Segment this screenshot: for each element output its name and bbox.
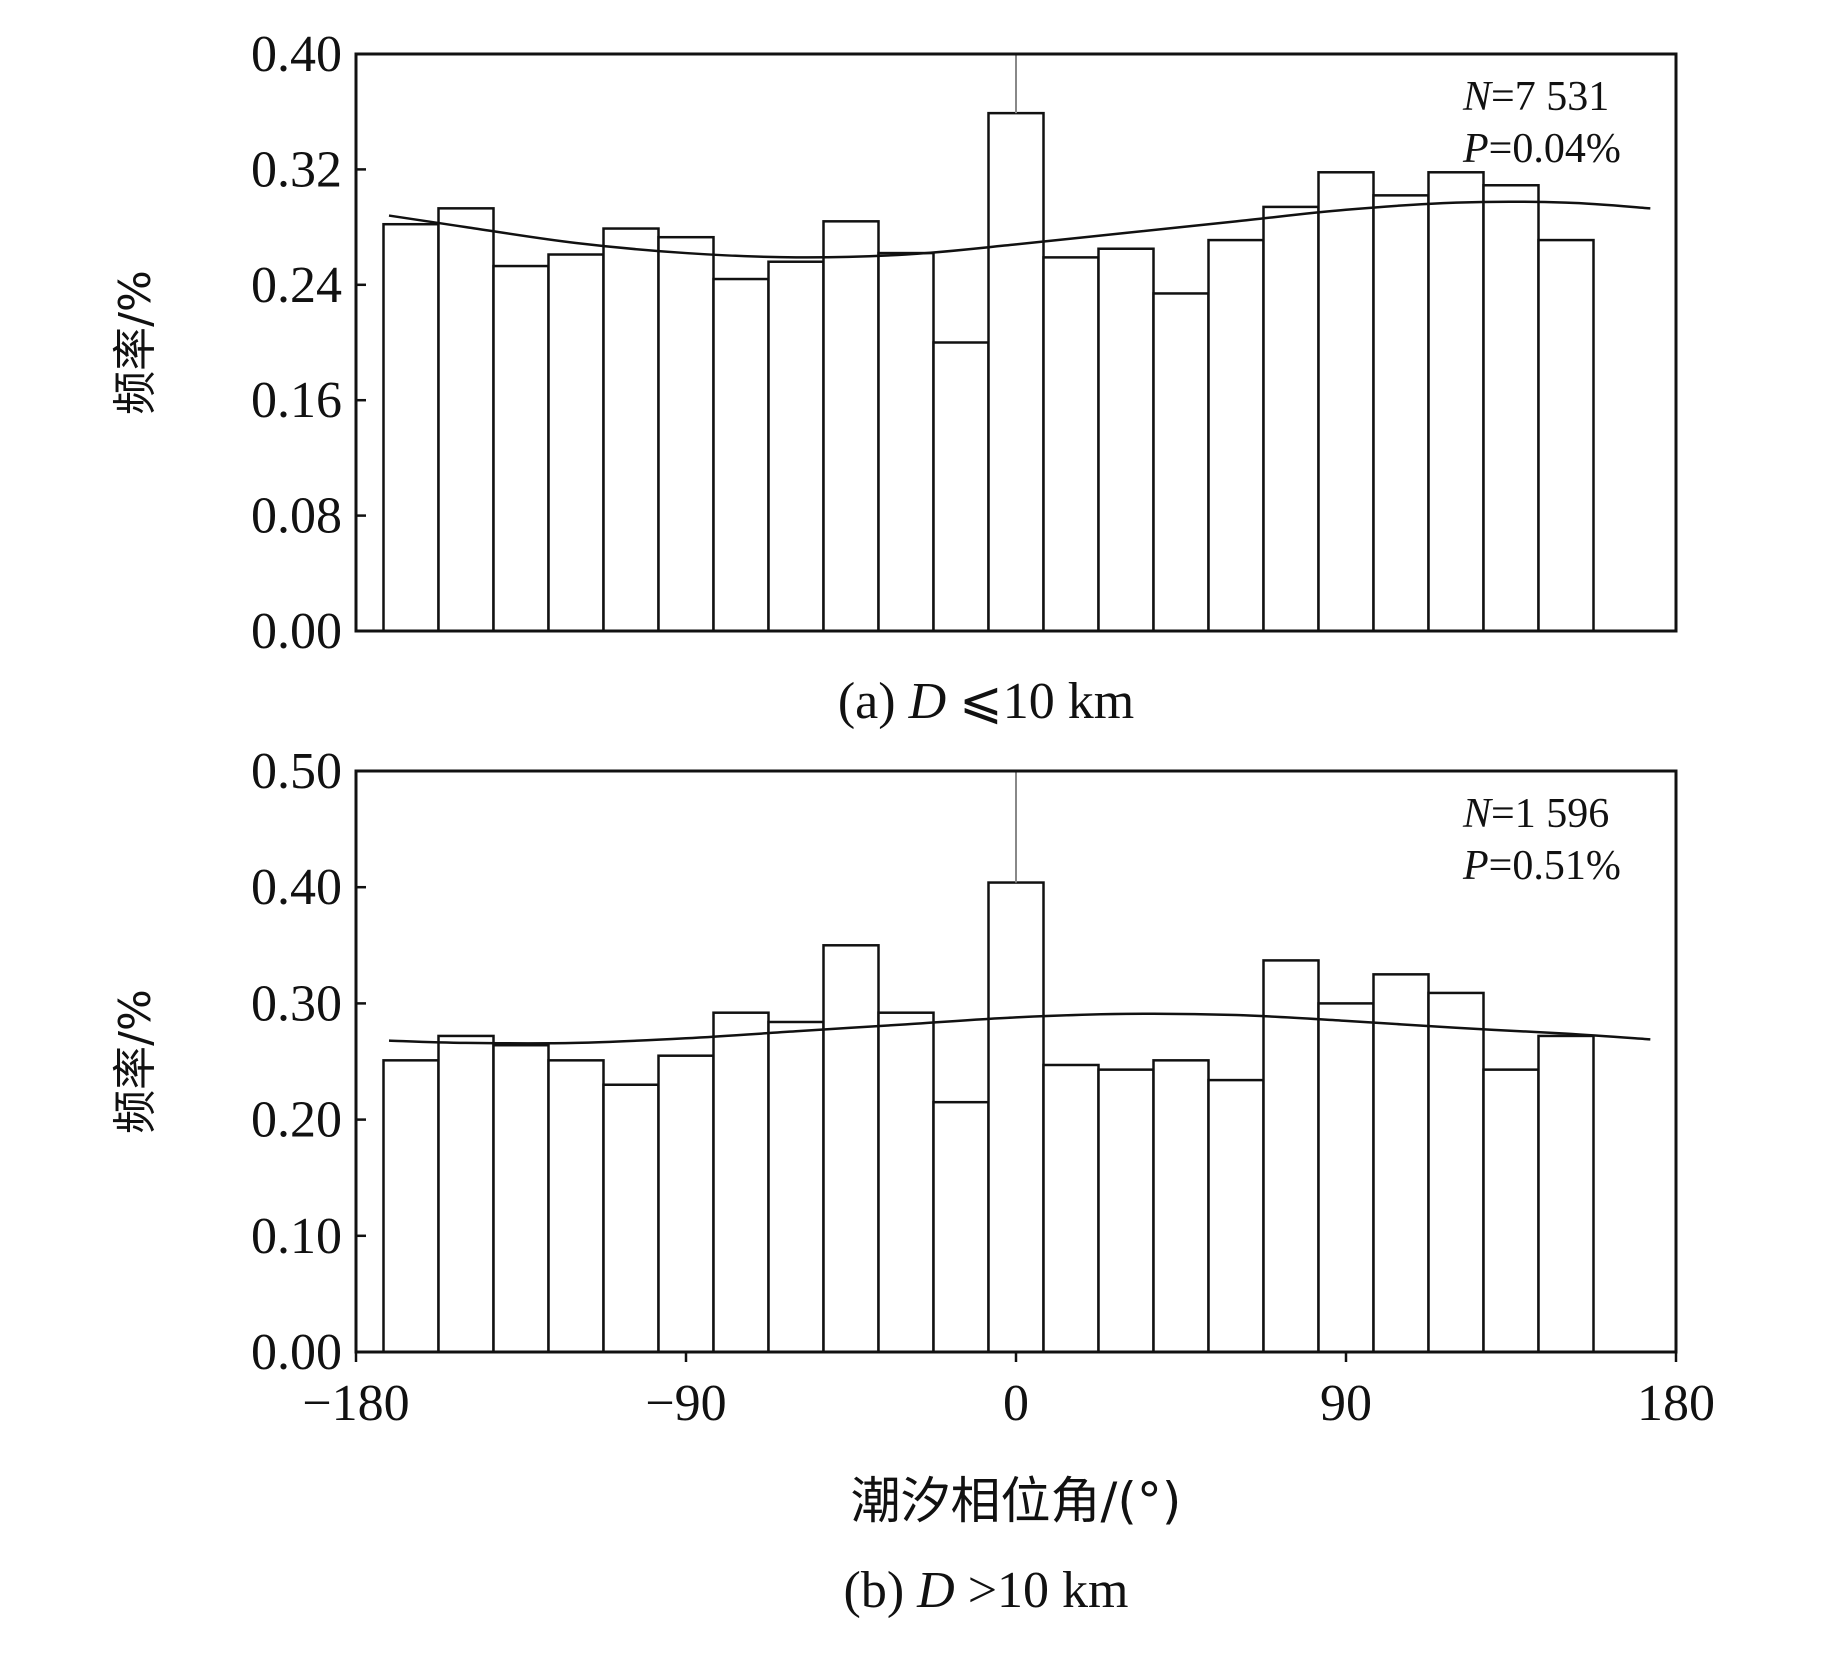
panel-b-ytick-label-3: 0.30 (251, 975, 342, 1032)
panel-a-ytick-label-0: 0.00 (251, 603, 342, 660)
panel-a-bar-16 (1262, 205, 1320, 633)
panel-b-y-ticks: 0.00 0.10 0.20 0.30 0.40 0.50 (251, 743, 366, 1381)
panel-a-bar-20 (1482, 184, 1540, 633)
panel-a-bars (382, 111, 1595, 633)
panel-b-ytick-label-0: 0.00 (251, 1324, 342, 1381)
panel-a-caption-var: D (908, 673, 947, 730)
panel-b-bar-13 (1097, 1068, 1155, 1354)
panel-b-xtick-label-0: −180 (302, 1375, 409, 1432)
panel-a-n-symbol: N (1462, 74, 1493, 120)
panel-b-bar-8 (822, 944, 880, 1354)
panel-a-caption-rest: ⩽10 km (946, 673, 1134, 730)
panel-a-ytick-label-1: 0.08 (251, 488, 342, 545)
panel-b-xtick-label-3: 90 (1320, 1375, 1372, 1432)
panel-b-bar-9 (877, 1011, 935, 1354)
panel-a-y-axis-label: 频率/% (110, 270, 161, 415)
panel-b-x-axis-label: 潮汐相位角/(°) (851, 1472, 1182, 1530)
panel-b-ytick-label-2: 0.20 (251, 1092, 342, 1149)
panel-b-p-value: =0.51% (1489, 843, 1621, 889)
panel-a-bar-21 (1537, 238, 1595, 633)
panel-b-p-symbol: P (1462, 843, 1489, 889)
panel-b-xtick-label-4: 180 (1637, 1375, 1715, 1432)
panel-b-bar-19 (1427, 991, 1485, 1354)
panel-b-bar-4 (602, 1083, 660, 1354)
panel-a-bar-18 (1372, 194, 1430, 633)
panel-a-bar-19 (1427, 171, 1485, 633)
panel-a-bar-5 (657, 235, 715, 633)
panel-b-n-symbol: N (1462, 791, 1493, 837)
panel-a-caption: (a) D ⩽10 km (838, 673, 1134, 730)
panel-a-bar-10 (932, 341, 990, 633)
panel-b-ytick-label-4: 0.40 (251, 859, 342, 916)
panel-a-bar-1 (437, 207, 495, 633)
panel-b-bar-14 (1152, 1059, 1210, 1354)
panel-a-p-value: =0.04% (1489, 126, 1621, 172)
panel-a-ytick-label-3: 0.24 (251, 257, 342, 314)
panel-b-ytick-label-1: 0.10 (251, 1208, 342, 1265)
panel-a-bar-6 (712, 277, 770, 633)
panel-b-fit-curve (388, 1012, 1651, 1045)
panel-b-bar-6 (712, 1011, 770, 1354)
panel-b-y-axis-label: 频率/% (110, 989, 161, 1134)
panel-a-bar-8 (822, 220, 880, 633)
panel-b-annotation-n: N=1 596 (1462, 791, 1609, 837)
panel-b-bar-10 (932, 1100, 990, 1354)
panel-b-caption-prefix: (b) (844, 1562, 918, 1619)
panel-a-annotation-p: P=0.04% (1462, 126, 1621, 172)
panel-a-bar-2 (492, 264, 550, 633)
panel-b-caption-rest: >10 km (955, 1562, 1129, 1619)
panel-b-bar-0 (382, 1059, 440, 1354)
panel-b-bar-18 (1372, 973, 1430, 1354)
panel-b-bar-7 (767, 1020, 825, 1354)
panel-a-annotation-n: N=7 531 (1462, 74, 1609, 120)
panel-b-annotation-p: P=0.51% (1462, 843, 1621, 889)
panel-a-bar-11 (987, 111, 1045, 633)
panel-a-bar-4 (602, 227, 660, 633)
panel-b-caption-var: D (916, 1562, 955, 1619)
panel-b-bar-3 (547, 1059, 605, 1354)
panel-b-bar-1 (437, 1034, 495, 1354)
panel-b-bars (382, 881, 1595, 1354)
panel-a-bar-17 (1317, 171, 1375, 633)
panel-a-bar-13 (1097, 247, 1155, 633)
panel-a-caption-prefix: (a) (838, 673, 909, 730)
panel-a-bar-14 (1152, 292, 1210, 633)
panel-b-ytick-label-5: 0.50 (251, 743, 342, 800)
panel-b-bar-2 (492, 1043, 550, 1354)
panel-b-bar-20 (1482, 1068, 1540, 1354)
panel-a: 0.00 0.08 0.16 0.24 0.32 0.40 频率/% N=7 531 P=… (110, 26, 1678, 730)
panel-a-frame (354, 52, 1678, 633)
panel-a-n-value: =7 531 (1491, 74, 1609, 120)
panel-a-bar-9 (877, 251, 935, 633)
panel-a-ytick-label-2: 0.16 (251, 372, 342, 429)
panel-b-n-value: =1 596 (1491, 791, 1609, 837)
panel-b-bar-5 (657, 1054, 715, 1354)
panel-b-bar-15 (1207, 1078, 1265, 1354)
panel-a-y-ticks: 0.00 0.08 0.16 0.24 0.32 0.40 (251, 26, 366, 660)
panel-a-bar-3 (547, 253, 605, 633)
panel-b-x-ticks: −180 −90 0 90 180 (302, 1352, 1715, 1432)
panel-a-bar-15 (1207, 238, 1265, 633)
panel-b-xtick-label-2: 0 (1003, 1375, 1029, 1432)
panel-a-fit-curve (388, 200, 1651, 259)
panel-a-ytick-label-4: 0.32 (251, 141, 342, 198)
panel-b-bar-17 (1317, 1002, 1375, 1354)
panel-a-bar-12 (1042, 256, 1100, 633)
panel-b-bar-12 (1042, 1063, 1100, 1354)
panel-a-bar-7 (767, 260, 825, 633)
panel-a-p-symbol: P (1462, 126, 1489, 172)
panel-b: 0.00 0.10 0.20 0.30 0.40 0.50 −180 −90 0 90 180 频… (110, 743, 1715, 1619)
panel-b-xtick-label-1: −90 (645, 1375, 726, 1432)
panel-b-caption: (b) D >10 km (844, 1562, 1129, 1619)
panel-a-ytick-label-5: 0.40 (251, 26, 342, 83)
panel-b-bar-11 (987, 881, 1045, 1354)
panel-a-bar-0 (382, 222, 440, 633)
panel-b-bar-21 (1537, 1034, 1595, 1354)
